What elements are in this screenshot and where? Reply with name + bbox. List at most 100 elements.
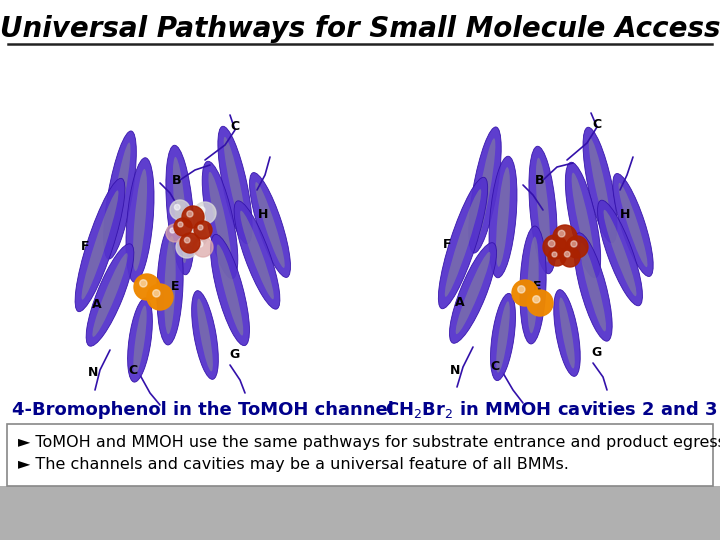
Ellipse shape [133, 306, 147, 375]
Circle shape [518, 286, 525, 293]
Circle shape [512, 280, 538, 306]
Ellipse shape [496, 301, 510, 373]
Ellipse shape [554, 289, 580, 376]
Ellipse shape [234, 201, 280, 309]
Circle shape [180, 212, 206, 238]
Ellipse shape [192, 291, 218, 380]
Ellipse shape [438, 177, 487, 309]
Text: E: E [171, 280, 179, 294]
Text: A: A [92, 299, 102, 312]
Text: G: G [230, 348, 240, 361]
Ellipse shape [217, 245, 243, 335]
Circle shape [533, 296, 540, 303]
Ellipse shape [109, 143, 130, 247]
Ellipse shape [224, 137, 246, 233]
Text: H: H [620, 208, 630, 221]
Circle shape [140, 280, 147, 287]
Text: G: G [592, 347, 602, 360]
Ellipse shape [166, 145, 194, 275]
Circle shape [174, 218, 192, 236]
Circle shape [166, 224, 184, 242]
Ellipse shape [559, 298, 575, 368]
Ellipse shape [133, 169, 147, 271]
Text: CH$_2$Br$_2$ in MMOH cavities 2 and 3: CH$_2$Br$_2$ in MMOH cavities 2 and 3 [385, 400, 718, 421]
Ellipse shape [127, 298, 153, 382]
Ellipse shape [613, 173, 653, 276]
Circle shape [558, 230, 565, 237]
Ellipse shape [445, 189, 481, 297]
Ellipse shape [81, 191, 119, 300]
Text: A: A [455, 296, 465, 309]
Ellipse shape [197, 299, 213, 372]
Circle shape [153, 290, 160, 297]
Circle shape [180, 233, 200, 253]
Circle shape [552, 252, 557, 257]
Circle shape [134, 274, 160, 300]
Text: ► The channels and cavities may be a universal feature of all BMMs.: ► The channels and cavities may be a uni… [18, 457, 569, 472]
Ellipse shape [574, 233, 612, 341]
Circle shape [549, 240, 555, 247]
Text: ► ToMOH and MMOH use the same pathways for substrate entrance and product egress: ► ToMOH and MMOH use the same pathways f… [18, 435, 720, 450]
Circle shape [564, 252, 570, 257]
Text: B: B [172, 173, 181, 186]
Text: N: N [450, 364, 460, 377]
Ellipse shape [469, 127, 501, 253]
Circle shape [170, 228, 175, 233]
Ellipse shape [489, 156, 517, 278]
Circle shape [181, 241, 187, 247]
Ellipse shape [240, 211, 274, 299]
Ellipse shape [490, 293, 516, 381]
Ellipse shape [256, 182, 284, 268]
FancyBboxPatch shape [7, 424, 713, 486]
Text: E: E [533, 280, 541, 294]
Circle shape [186, 211, 193, 217]
Ellipse shape [104, 131, 136, 259]
Ellipse shape [536, 158, 550, 262]
Ellipse shape [126, 158, 154, 282]
Circle shape [560, 247, 580, 267]
Circle shape [178, 222, 183, 227]
Ellipse shape [496, 167, 510, 267]
Ellipse shape [202, 161, 238, 279]
Circle shape [548, 248, 566, 266]
Circle shape [543, 235, 567, 259]
Text: B: B [535, 173, 545, 186]
Ellipse shape [580, 242, 606, 332]
Ellipse shape [173, 157, 187, 263]
Circle shape [187, 227, 207, 247]
Circle shape [184, 238, 190, 243]
Circle shape [553, 225, 577, 249]
Ellipse shape [603, 210, 636, 296]
Circle shape [198, 225, 203, 230]
Ellipse shape [598, 200, 642, 306]
Circle shape [193, 237, 213, 257]
Ellipse shape [449, 242, 497, 343]
Ellipse shape [86, 244, 134, 346]
Ellipse shape [92, 253, 127, 337]
Circle shape [174, 205, 180, 210]
Circle shape [571, 241, 577, 247]
Text: N: N [88, 367, 98, 380]
Ellipse shape [618, 183, 647, 267]
Circle shape [194, 202, 216, 224]
Ellipse shape [474, 138, 495, 242]
Circle shape [566, 236, 588, 258]
Ellipse shape [157, 225, 183, 345]
Circle shape [147, 284, 173, 310]
Ellipse shape [589, 138, 611, 232]
Text: F: F [81, 240, 89, 253]
Ellipse shape [456, 252, 490, 334]
Ellipse shape [565, 162, 600, 278]
Ellipse shape [520, 226, 546, 344]
Text: F: F [443, 239, 451, 252]
Ellipse shape [164, 236, 176, 334]
Ellipse shape [209, 172, 232, 268]
Ellipse shape [218, 126, 252, 244]
Circle shape [197, 241, 203, 247]
Ellipse shape [529, 146, 557, 274]
Ellipse shape [572, 173, 595, 267]
Text: C: C [490, 361, 500, 374]
Circle shape [199, 207, 205, 213]
Circle shape [182, 206, 204, 228]
Circle shape [186, 218, 193, 225]
